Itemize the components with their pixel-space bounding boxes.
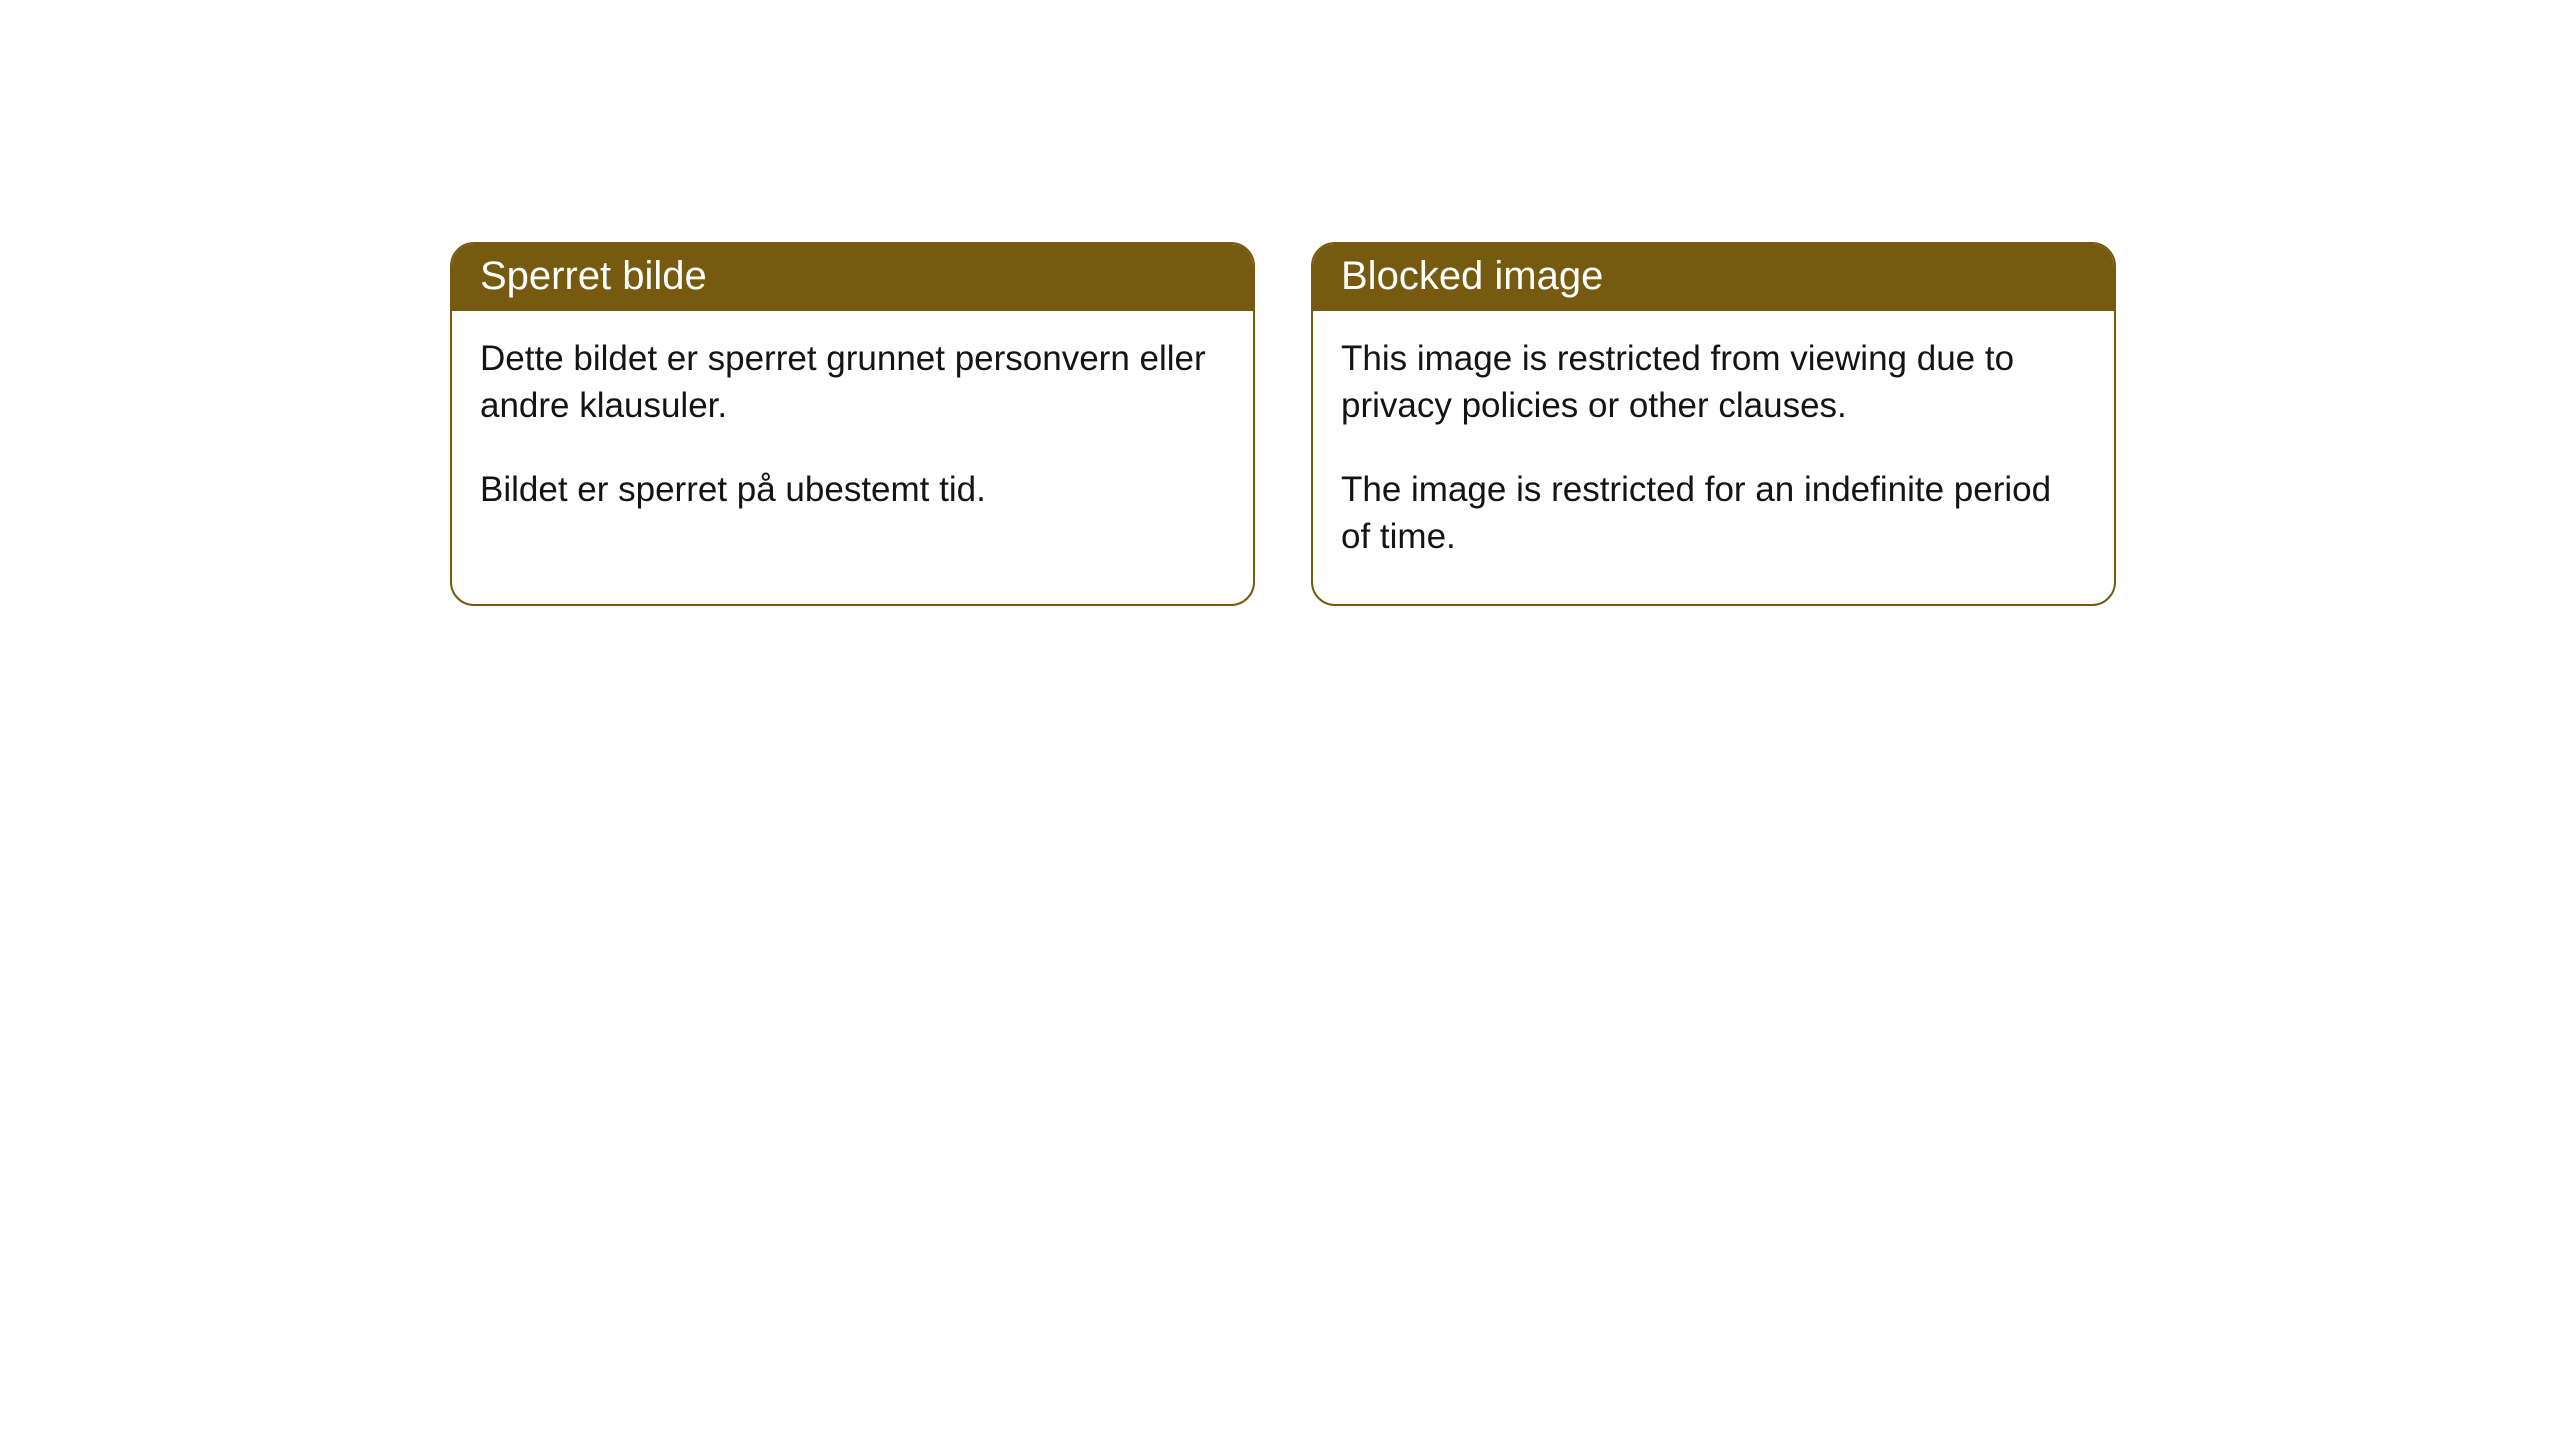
notice-paragraph: The image is restricted for an indefinit… xyxy=(1341,466,2086,561)
notice-paragraph: Bildet er sperret på ubestemt tid. xyxy=(480,466,1225,513)
notice-paragraph: This image is restricted from viewing du… xyxy=(1341,335,2086,430)
notice-title: Blocked image xyxy=(1341,254,1603,298)
notice-paragraph: Dette bildet er sperret grunnet personve… xyxy=(480,335,1225,430)
notice-header: Blocked image xyxy=(1313,244,2114,311)
notice-body: Dette bildet er sperret grunnet personve… xyxy=(452,311,1253,557)
notice-container: Sperret bilde Dette bildet er sperret gr… xyxy=(0,0,2560,606)
notice-card-norwegian: Sperret bilde Dette bildet er sperret gr… xyxy=(450,242,1255,606)
notice-header: Sperret bilde xyxy=(452,244,1253,311)
notice-body: This image is restricted from viewing du… xyxy=(1313,311,2114,604)
notice-title: Sperret bilde xyxy=(480,254,707,298)
notice-card-english: Blocked image This image is restricted f… xyxy=(1311,242,2116,606)
